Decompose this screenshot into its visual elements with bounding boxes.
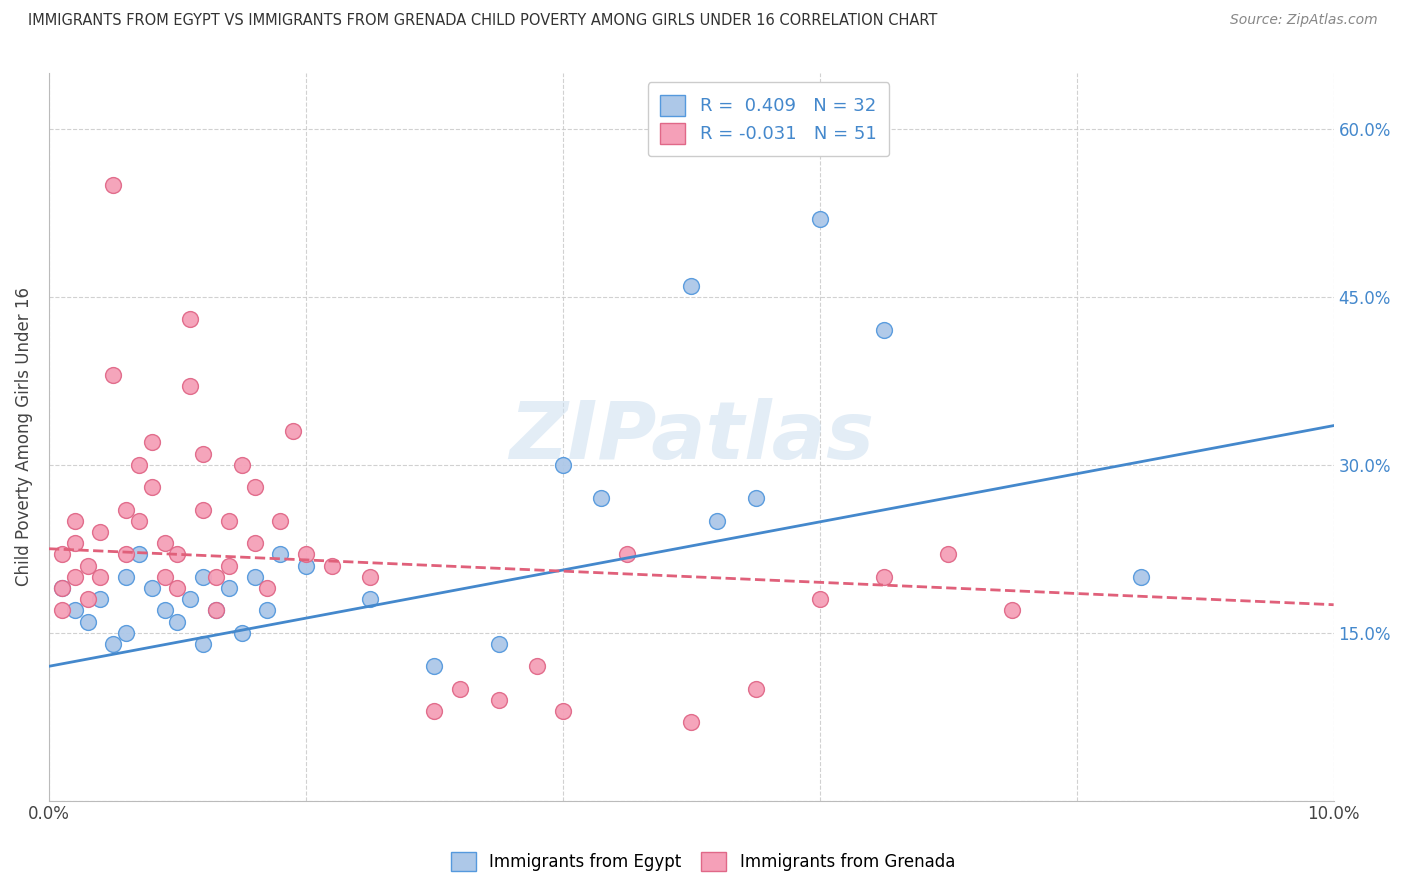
Point (141, 480, 163, 494)
Point (218, 514, 240, 528)
Point (205, 603, 228, 617)
Point (873, 570, 896, 584)
Text: IMMIGRANTS FROM EGYPT VS IMMIGRANTS FROM GRENADA CHILD POVERTY AMONG GIRLS UNDER: IMMIGRANTS FROM EGYPT VS IMMIGRANTS FROM… (28, 13, 938, 29)
Point (551, 458, 574, 472)
Point (256, 603, 278, 617)
Y-axis label: Child Poverty Among Girls Under 16: Child Poverty Among Girls Under 16 (15, 287, 32, 586)
Point (63, 536, 86, 550)
Point (191, 447, 214, 461)
Point (591, 491, 613, 506)
Point (63, 570, 86, 584)
Point (128, 458, 150, 472)
Point (243, 536, 266, 550)
Point (141, 435, 163, 450)
Point (103, 178, 125, 192)
Point (449, 681, 471, 696)
Point (231, 458, 253, 472)
Point (115, 502, 138, 516)
Point (205, 570, 228, 584)
Point (873, 323, 896, 337)
Point (115, 547, 138, 561)
Point (153, 570, 176, 584)
Point (103, 637, 125, 651)
Point (744, 681, 766, 696)
Point (89, 524, 111, 539)
Point (63, 603, 86, 617)
Point (218, 581, 240, 595)
Text: ZIPatlas: ZIPatlas (509, 398, 873, 475)
Point (141, 581, 163, 595)
Point (166, 547, 188, 561)
Point (243, 570, 266, 584)
Point (936, 547, 959, 561)
Point (153, 603, 176, 617)
Point (166, 581, 188, 595)
Point (488, 637, 510, 651)
Point (76, 558, 98, 573)
Point (128, 547, 150, 561)
Point (89, 592, 111, 607)
Point (359, 570, 381, 584)
Point (1001, 603, 1024, 617)
Legend: Immigrants from Egypt, Immigrants from Grenada: Immigrants from Egypt, Immigrants from G… (443, 843, 963, 880)
Point (63, 514, 86, 528)
Point (295, 558, 318, 573)
Point (269, 547, 291, 561)
Point (76, 615, 98, 629)
Point (51, 603, 73, 617)
Legend: R =  0.409   N = 32, R = -0.031   N = 51: R = 0.409 N = 32, R = -0.031 N = 51 (648, 82, 889, 156)
Point (1129, 570, 1152, 584)
Point (231, 625, 253, 640)
Point (808, 211, 831, 226)
Point (551, 704, 574, 718)
Point (51, 581, 73, 595)
Point (488, 693, 510, 707)
Point (51, 581, 73, 595)
Point (681, 715, 703, 730)
Point (423, 659, 446, 673)
Point (321, 558, 343, 573)
Point (51, 547, 73, 561)
Point (281, 424, 304, 438)
Point (218, 558, 240, 573)
Point (191, 637, 214, 651)
Point (526, 659, 548, 673)
Point (359, 592, 381, 607)
Point (616, 547, 638, 561)
Point (76, 592, 98, 607)
Point (706, 514, 728, 528)
Point (115, 625, 138, 640)
Point (179, 312, 201, 326)
Point (423, 704, 446, 718)
Point (103, 368, 125, 383)
Point (166, 615, 188, 629)
Point (179, 379, 201, 393)
Point (179, 592, 201, 607)
Point (256, 581, 278, 595)
Point (744, 491, 766, 506)
Point (808, 592, 831, 607)
Point (128, 514, 150, 528)
Text: Source: ZipAtlas.com: Source: ZipAtlas.com (1230, 13, 1378, 28)
Point (89, 570, 111, 584)
Point (115, 570, 138, 584)
Point (243, 480, 266, 494)
Point (191, 570, 214, 584)
Point (269, 514, 291, 528)
Point (153, 536, 176, 550)
Point (295, 547, 318, 561)
Point (191, 502, 214, 516)
Point (681, 278, 703, 293)
Point (205, 603, 228, 617)
